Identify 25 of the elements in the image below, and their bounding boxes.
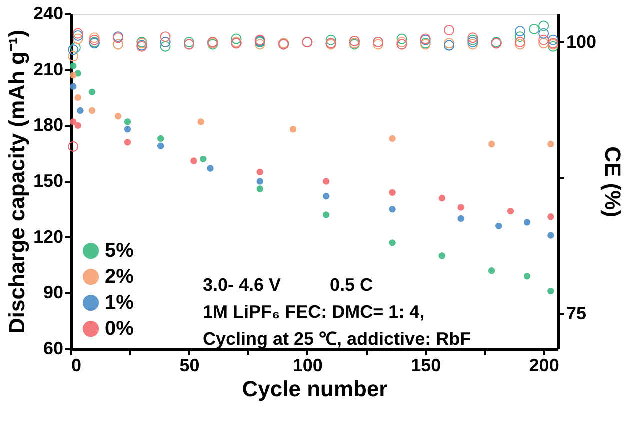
legend-label: 1% (105, 292, 134, 314)
annotation: 3.0- 4.6 V (203, 275, 282, 295)
y2-tick-label: 75 (566, 304, 587, 324)
y-tick-label: 90 (43, 282, 64, 303)
x-tick-label: 150 (411, 356, 442, 376)
annotation: 0.5 C (330, 275, 374, 295)
annotation: 1M LiPF₆ FEC: DMC= 1: 4, (203, 302, 425, 322)
legend-label: 2% (105, 266, 134, 288)
y-tick-label: 210 (33, 59, 64, 80)
y-tick-label: 180 (33, 115, 64, 136)
y-axis-title: Discharge capacity (mAh g⁻¹) (4, 30, 30, 334)
y-tick-label: 240 (33, 4, 64, 24)
y-tick-label: 60 (43, 338, 64, 358)
annotation: Cycling at 25 ℃, addictive: RbF (203, 329, 472, 349)
y2-tick-label: 100 (566, 32, 597, 52)
y-tick-label: 120 (33, 226, 64, 247)
x-tick-label: 200 (529, 356, 560, 376)
x-tick-label: 0 (72, 356, 82, 376)
legend-label: 5% (105, 240, 134, 262)
x-axis-title: Cycle number (242, 376, 388, 402)
y2-axis-title: CE (%) (600, 146, 626, 218)
x-tick-label: 100 (292, 356, 323, 376)
y-tick-label: 150 (33, 171, 64, 191)
x-tick-label: 50 (180, 356, 200, 376)
legend-label: 0% (105, 318, 134, 340)
